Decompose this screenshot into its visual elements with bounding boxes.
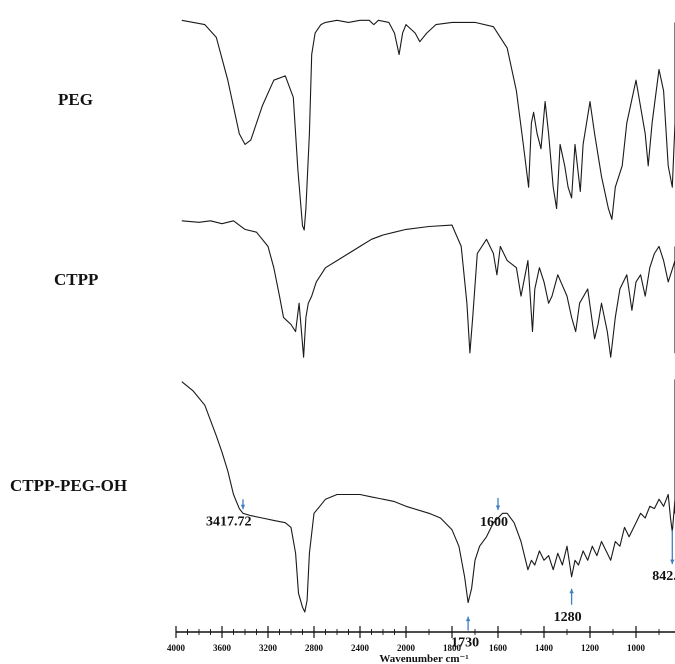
x-tick-label: 3600 <box>213 643 232 653</box>
x-axis-ticks: 4000 3600 3200 2800 2400 2000 1800 1600 1400 1200… <box>167 626 660 653</box>
x-tick-label: 1400 <box>535 643 554 653</box>
spectrum-line-ctpp-peg-oh <box>181 379 675 613</box>
spectrum-line-peg <box>181 19 675 231</box>
spectra-traces <box>181 19 675 613</box>
x-tick-label: 1200 <box>581 643 600 653</box>
series-label-ctpp: CTPP <box>54 270 98 289</box>
x-tick-label: 4000 <box>167 643 186 653</box>
x-tick-label: 3200 <box>259 643 278 653</box>
annotation-label: 3417.72 <box>206 514 252 529</box>
annotation-arrow-head <box>240 504 246 510</box>
annotation-arrow-head <box>465 616 471 622</box>
x-tick-label: 2400 <box>351 643 370 653</box>
x-axis-label: Wavenumber cm⁻¹ <box>379 653 468 664</box>
annotation-label: 1280 <box>554 610 582 625</box>
annotation-arrow-head <box>670 559 675 565</box>
x-tick-label: 1800 <box>443 643 462 653</box>
series-label-peg: PEG <box>58 90 93 109</box>
series-labels: PEG CTPP CTPP-PEG-OH <box>10 90 127 495</box>
annotation-label: 842.28 <box>652 569 675 584</box>
x-axis: 4000 3600 3200 2800 2400 2000 1800 1600 1400 1200… <box>167 626 675 664</box>
annotation-label: 1730 <box>451 636 479 651</box>
annotation-label: 1600 <box>480 515 508 530</box>
x-tick-label: 1600 <box>489 643 508 653</box>
series-label-ctpp-peg-oh: CTPP-PEG-OH <box>10 476 127 495</box>
annotation-arrow-head <box>569 588 574 594</box>
x-tick-label: 2800 <box>305 643 324 653</box>
spectrum-line-ctpp <box>181 220 675 358</box>
x-tick-label: 2000 <box>397 643 416 653</box>
annotation-arrow-head <box>495 505 501 510</box>
x-tick-label: 1000 <box>627 643 646 653</box>
